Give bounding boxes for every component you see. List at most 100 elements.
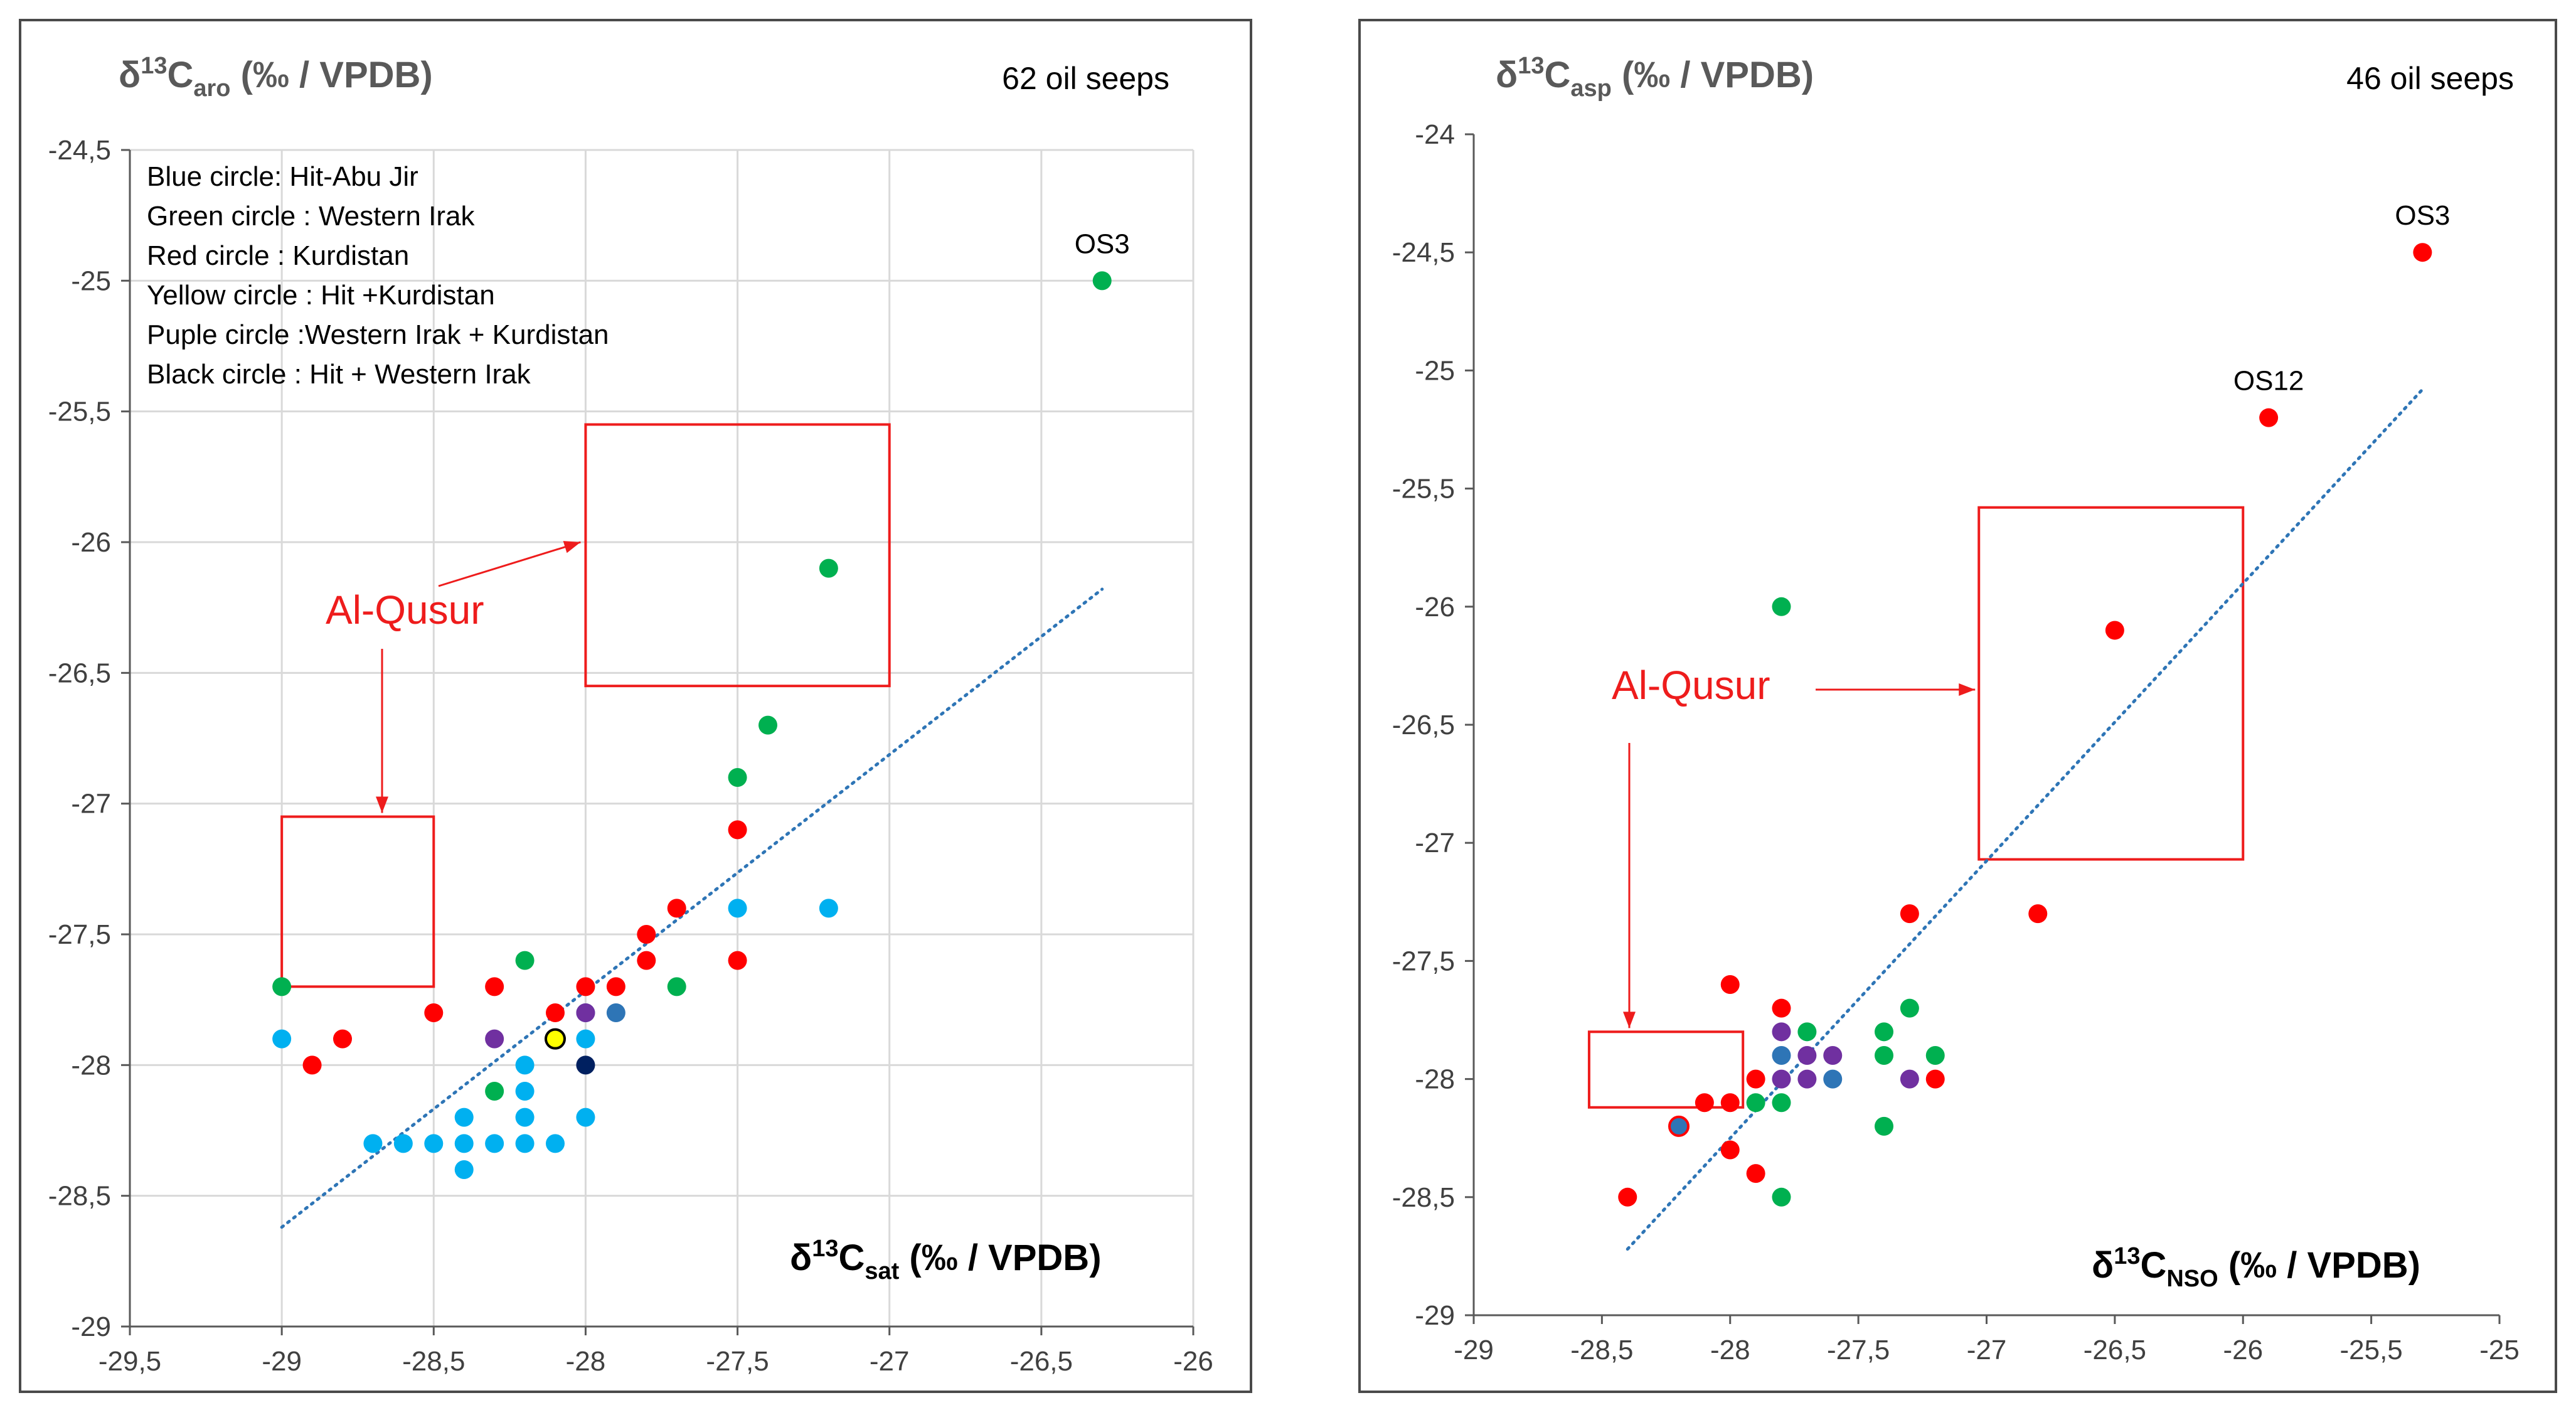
left-chart-panel: -29,5 -29 -28,5 -28 -27,5 -27 -26,5 -26 -24,5 -2…: [19, 19, 1252, 1393]
left-legend-line-4: Yellow circle : Hit +Kurdistan: [147, 280, 495, 311]
x-tick-label: -26,5: [2084, 1335, 2146, 1365]
y-tick-label: -24: [1415, 119, 1455, 150]
al-qusur-box-1: [1587, 1030, 1745, 1109]
right-y-axis-title: δ13Casp (‰ / VPDB): [1496, 53, 1814, 102]
point-red: [1772, 998, 1791, 1018]
al-qusur-box-1: [280, 815, 435, 988]
point-red: [667, 899, 686, 918]
right-axes: [1465, 133, 2501, 1324]
point-blue: [1823, 1069, 1843, 1089]
y-tick-label: -28: [1415, 1064, 1455, 1095]
x-tick-label: -28,5: [402, 1346, 465, 1377]
point-blue: [485, 1134, 504, 1153]
y-tick-label: -27: [1415, 828, 1455, 858]
y-tick-label: -28: [71, 1050, 111, 1081]
x-tick-label: -26,5: [1010, 1346, 1073, 1377]
point-blue: [393, 1134, 413, 1153]
left-legend-line-5: Puple circle :Western Irak + Kurdistan: [147, 319, 609, 350]
point-red: [2413, 243, 2432, 262]
y-tick-label: -26,5: [48, 658, 111, 688]
point-green: [485, 1082, 504, 1101]
left-scatter-chart: -29,5 -29 -28,5 -28 -27,5 -27 -26,5 -26 -24,5 -2…: [48, 53, 1213, 1377]
point-green: [819, 558, 838, 578]
point-green: [1092, 271, 1112, 291]
point-red: [2105, 621, 2124, 640]
point-green: [1900, 998, 1919, 1018]
point-green: [1746, 1093, 1765, 1113]
left-legend-line-2: Green circle : Western Irak: [147, 201, 475, 232]
point-red: [1695, 1093, 1714, 1113]
point-blue: [728, 899, 747, 918]
left-x-tick-labels: -29,5 -29 -28,5 -28 -27,5 -27 -26,5 -26: [98, 1346, 1213, 1377]
point-label-os3: OS3: [1075, 228, 1130, 259]
point-red: [424, 1003, 444, 1022]
y-tick-label: -29: [1415, 1300, 1455, 1331]
x-tick-label: -27,5: [1827, 1335, 1890, 1365]
right-scatter-chart: -29 -28,5 -28 -27,5 -27 -26,5 -26 -25,5 -25 -24-…: [1392, 53, 2520, 1365]
left-x-axis-title: δ13Csat (‰ / VPDB): [790, 1236, 1102, 1284]
left-gridlines: [130, 149, 1195, 1327]
point-blue: [454, 1160, 474, 1179]
y-tick-label: -27,5: [48, 919, 111, 950]
point-blue-outlined: [1668, 1115, 1690, 1137]
left-y-axis-title: δ13Caro (‰ / VPDB): [119, 53, 433, 102]
y-tick-label: -27,5: [1392, 946, 1455, 976]
left-legend-line-6: Black circle : Hit + Western Irak: [147, 359, 531, 390]
y-tick-label: -27: [71, 789, 111, 820]
point-red: [1720, 975, 1740, 995]
point-green: [1875, 1116, 1893, 1136]
x-tick-label: -26: [1173, 1346, 1213, 1377]
y-tick-label: -24,5: [1392, 237, 1455, 268]
point-red: [576, 977, 595, 996]
al-qusur-box-2: [1977, 506, 2245, 861]
right-annotation-arrows: [1623, 683, 1976, 1028]
point-blue: [576, 1029, 595, 1049]
right-x-axis-title: δ13CNSO (‰ / VPDB): [2092, 1243, 2420, 1292]
point-blue: [1772, 1045, 1791, 1065]
point-red: [302, 1055, 322, 1075]
point-red: [1925, 1069, 1945, 1089]
point-green: [1772, 597, 1791, 616]
right-y-tick-labels: -24 -24,5 -25 -25,5 -26 -26,5 -27 -27,5 -28 -28,5…: [1392, 119, 1455, 1331]
point-red: [485, 977, 504, 996]
point-blue: [515, 1134, 535, 1153]
point-red: [1746, 1069, 1765, 1089]
point-purple: [1772, 1022, 1791, 1042]
left-axes: [121, 149, 1195, 1335]
point-red: [546, 1003, 565, 1022]
point-red: [1720, 1140, 1740, 1160]
point-label-os12: OS12: [2233, 366, 2304, 397]
left-arrow-to-lower-box: [376, 649, 388, 813]
point-blue: [546, 1134, 565, 1153]
left-y-tick-labels: -24,5 -25 -25,5 -26 -26,5 -27 -27,5 -28 -28,5 -29: [48, 135, 111, 1342]
point-blue: [515, 1082, 535, 1101]
y-tick-label: -26: [71, 527, 111, 558]
point-blue: [454, 1108, 474, 1127]
right-x-tick-labels: -29 -28,5 -28 -27,5 -27 -26,5 -26 -25,5 -25: [1454, 1335, 2520, 1365]
y-tick-label: -28,5: [1392, 1182, 1455, 1213]
x-tick-label: -29: [262, 1346, 302, 1377]
x-tick-label: -28,5: [1570, 1335, 1633, 1365]
point-blue: [515, 1055, 535, 1075]
x-tick-label: -29: [1454, 1335, 1494, 1365]
point-green: [1772, 1093, 1791, 1113]
left-legend-line-1: Blue circle: Hit-Abu Jir: [147, 161, 418, 192]
right-trendline: [1626, 388, 2424, 1251]
point-green: [728, 768, 747, 787]
point-purple: [1900, 1069, 1919, 1089]
x-tick-label: -27: [1967, 1335, 2007, 1365]
point-purple: [1823, 1045, 1843, 1065]
point-green: [758, 715, 777, 735]
y-tick-label: -24,5: [48, 135, 111, 166]
point-green: [272, 977, 292, 996]
point-purple: [1772, 1069, 1791, 1089]
point-blue: [363, 1134, 383, 1153]
point-red: [2028, 904, 2048, 924]
point-red: [1746, 1164, 1765, 1183]
left-annotation-al-qusur: Al-Qusur: [326, 587, 484, 633]
x-tick-label: -29,5: [98, 1346, 161, 1377]
point-purple: [1797, 1069, 1817, 1089]
x-tick-label: -25: [2479, 1335, 2520, 1365]
point-green: [515, 951, 535, 970]
right-al-qusur-boxes: [1587, 506, 2245, 1109]
